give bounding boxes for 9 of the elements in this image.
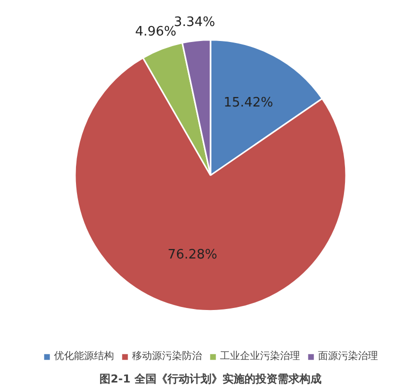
legend-label: 优化能源结构 [54, 350, 114, 363]
data-label: 3.34% [174, 15, 216, 30]
text: 图2-1 全国《行动计划》实施的投资需求构成 [100, 372, 322, 386]
legend-label: 移动源污染防治 [132, 350, 202, 363]
data-label: 4.96% [135, 24, 176, 40]
data-label: 76.28% [168, 247, 218, 262]
legend-label: 面源污染治理 [318, 350, 378, 363]
legend-label: 工业企业污染治理 [220, 350, 300, 363]
data-label: 15.42% [224, 96, 274, 111]
